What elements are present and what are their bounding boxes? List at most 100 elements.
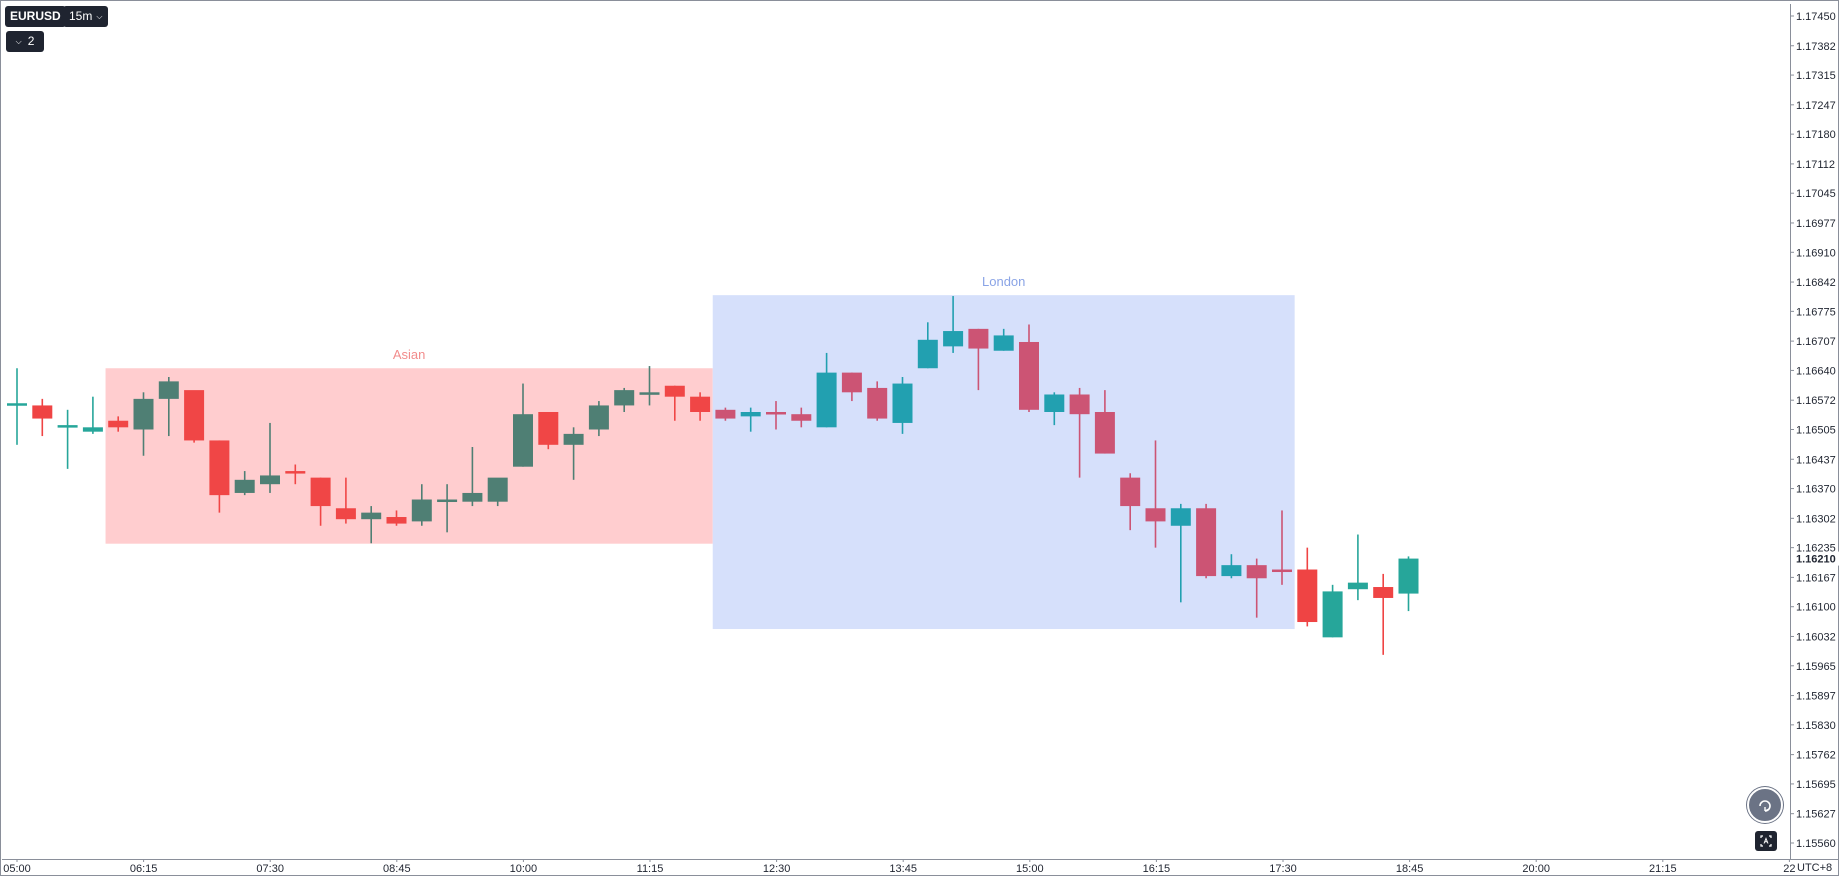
reset-icon (1759, 800, 1771, 812)
candle[interactable] (614, 387, 635, 412)
interval-button[interactable]: 15m ⌵ (63, 6, 109, 27)
time-label: 13:45 (889, 863, 917, 875)
candle[interactable] (1069, 387, 1090, 478)
candle-body (614, 390, 635, 406)
candle[interactable] (1196, 503, 1217, 579)
candle[interactable] (184, 390, 205, 443)
price-label: 1.17112 (1796, 159, 1835, 171)
candle[interactable] (867, 381, 888, 421)
candle-body (487, 477, 508, 502)
candle[interactable] (766, 401, 786, 430)
candle[interactable] (1019, 324, 1039, 412)
candle-body (335, 508, 356, 520)
session-label-asian: Asian (393, 347, 426, 362)
candle[interactable] (32, 398, 53, 437)
price-axis[interactable]: 1.17450 1.17382 1.17315 1.17247 1.17180 1.171… (1790, 11, 1839, 850)
candle[interactable] (968, 328, 989, 391)
candle[interactable] (133, 392, 154, 456)
candle[interactable] (310, 477, 331, 526)
time-label: 10:00 (510, 863, 538, 875)
price-label: 1.16370 (1796, 484, 1836, 496)
candle[interactable] (1398, 556, 1419, 612)
candle-body (310, 477, 331, 507)
candle[interactable] (841, 372, 862, 402)
candle[interactable] (538, 411, 559, 450)
candle[interactable] (1373, 573, 1394, 655)
indicator-legend-toggle[interactable]: ⌵ 2 (6, 31, 44, 52)
candle-body (690, 396, 711, 412)
candle[interactable] (437, 484, 458, 533)
candle[interactable] (892, 376, 913, 434)
price-label: 1.16977 (1796, 218, 1836, 230)
candle[interactable] (158, 376, 179, 437)
candle[interactable] (82, 396, 103, 434)
candle[interactable] (1044, 392, 1065, 426)
time-label: 12:30 (763, 863, 791, 875)
candle[interactable] (487, 477, 508, 507)
candle[interactable] (260, 422, 280, 493)
candle-body (158, 381, 179, 399)
candle-body (361, 512, 382, 520)
price-label: 1.16167 (1796, 572, 1836, 584)
time-axis[interactable]: 05:00 06:15 07:30 08:45 10:00 11:15 12:30 13:45… (3, 859, 1796, 875)
price-label: 1.16100 (1796, 602, 1836, 614)
timezone-label[interactable]: UTC+8 (1797, 862, 1833, 874)
candle[interactable] (816, 352, 837, 428)
candle[interactable] (917, 322, 938, 369)
candle[interactable] (639, 366, 660, 406)
candle[interactable] (1120, 473, 1141, 531)
candle[interactable] (57, 409, 78, 469)
candle[interactable] (1246, 558, 1267, 618)
candle[interactable] (1221, 554, 1242, 579)
candle[interactable] (386, 510, 407, 526)
candle-body (943, 331, 964, 347)
candle-body (1069, 394, 1090, 415)
price-label: 1.15897 (1796, 691, 1836, 703)
chevron-down-icon: ⌵ (15, 37, 22, 46)
session-box-asian[interactable] (105, 368, 713, 544)
candle-body (867, 387, 888, 419)
candle[interactable] (361, 506, 382, 544)
candle[interactable] (1145, 440, 1166, 548)
reset-view-button[interactable] (1747, 787, 1783, 823)
symbol-button[interactable]: EURUSD (5, 6, 66, 27)
candle[interactable] (1297, 547, 1318, 627)
candle[interactable] (1347, 534, 1368, 601)
indicator-count: 2 (27, 34, 35, 48)
candle[interactable] (411, 484, 432, 526)
candle[interactable] (715, 407, 736, 421)
candle[interactable] (1094, 390, 1115, 454)
candle[interactable] (108, 416, 129, 432)
candle[interactable] (563, 427, 584, 480)
candle[interactable] (335, 477, 356, 524)
price-label: 1.15965 (1796, 661, 1836, 673)
candle[interactable] (943, 296, 964, 353)
candle[interactable] (1272, 510, 1292, 585)
candle-body (1120, 477, 1141, 507)
candle[interactable] (690, 392, 711, 421)
candle-body (740, 411, 761, 417)
candle[interactable] (791, 407, 812, 428)
candle[interactable] (740, 407, 761, 432)
candle[interactable] (588, 401, 609, 437)
price-label: 1.16505 (1796, 425, 1836, 437)
candle[interactable] (234, 471, 255, 496)
candle[interactable] (664, 385, 685, 421)
candle[interactable] (513, 383, 533, 467)
candle-body (1272, 569, 1292, 573)
candle-body (386, 517, 407, 524)
time-label: 06:15 (130, 863, 158, 875)
candle-body (766, 411, 786, 415)
candle-body (917, 339, 938, 369)
candle[interactable] (462, 447, 483, 507)
candle[interactable] (209, 440, 230, 513)
last-price-label: 1.16210 (1796, 554, 1836, 566)
candle[interactable] (285, 464, 306, 485)
candle[interactable] (993, 328, 1014, 351)
candle-body (816, 372, 837, 428)
auto-scale-button[interactable] (1755, 831, 1777, 851)
candle[interactable] (1170, 503, 1191, 603)
candle[interactable] (7, 368, 27, 445)
candle[interactable] (1322, 584, 1343, 638)
